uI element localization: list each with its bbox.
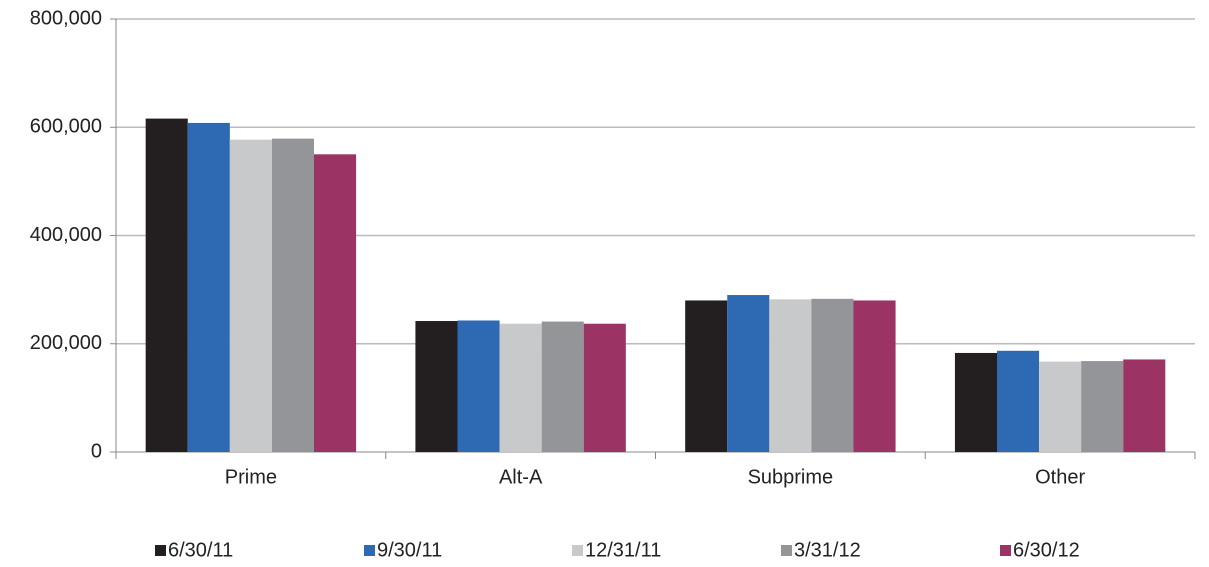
bar (853, 300, 896, 452)
bar (457, 320, 500, 452)
bar (1081, 361, 1124, 452)
bar (271, 138, 314, 452)
y-tick-label: 0 (91, 440, 102, 462)
y-tick-label: 800,000 (30, 7, 102, 29)
bar (499, 323, 542, 452)
legend-label: 9/30/11 (377, 539, 442, 561)
legend-swatch (1000, 545, 1011, 556)
bar (583, 323, 626, 452)
legend-label: 12/31/11 (585, 539, 661, 561)
y-tick-label: 400,000 (30, 224, 102, 246)
bar (187, 122, 230, 453)
legend-label: 3/31/12 (794, 539, 861, 561)
bar (954, 352, 998, 452)
bar (313, 154, 357, 452)
x-tick-label: Subprime (748, 466, 834, 488)
bar (811, 298, 854, 452)
y-tick-label: 600,000 (30, 116, 102, 138)
legend-label: 6/30/12 (1013, 539, 1080, 561)
bar (1039, 361, 1082, 452)
bar (415, 321, 458, 452)
y-tick-label: 200,000 (30, 332, 102, 354)
x-tick-label: Prime (225, 466, 277, 488)
bar (727, 295, 770, 452)
bar (145, 118, 188, 452)
bar (1123, 359, 1166, 452)
bar (541, 321, 584, 452)
legend-swatch (781, 545, 792, 556)
x-tick-label: Alt-A (499, 466, 543, 488)
bar (769, 299, 812, 452)
legend-label: 6/30/11 (168, 539, 233, 561)
x-tick-label: Other (1035, 466, 1085, 488)
bar (997, 350, 1040, 452)
legend-swatch (155, 545, 166, 556)
bar (685, 300, 728, 452)
legend-swatch (572, 545, 583, 556)
legend-swatch (364, 545, 375, 556)
bar (229, 139, 272, 453)
